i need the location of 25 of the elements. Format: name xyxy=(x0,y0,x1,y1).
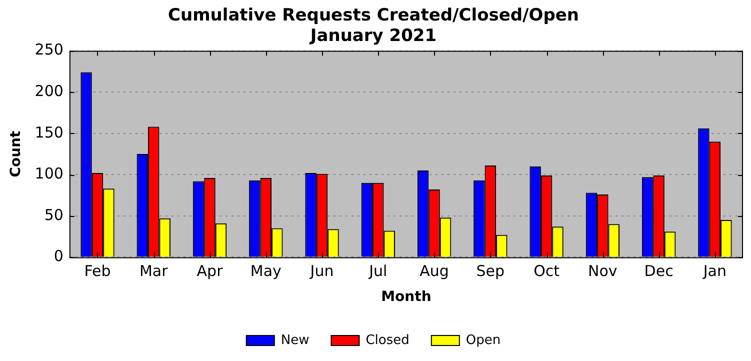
y-tick-label: 250 xyxy=(34,40,64,59)
legend-label: Open xyxy=(466,332,501,348)
y-tick-label: 150 xyxy=(34,123,64,142)
x-tick-label: Aug xyxy=(420,262,449,280)
x-tick-label: Sep xyxy=(476,262,505,280)
y-tick-label: 200 xyxy=(34,82,64,100)
legend-label: New xyxy=(280,332,310,348)
chart-title: Cumulative Requests Created/Closed/Open xyxy=(168,6,580,26)
x-tick-label: May xyxy=(250,262,282,280)
y-tick-label: 100 xyxy=(34,164,64,183)
y-tick-label: 0 xyxy=(54,247,64,266)
y-axis-title: Count xyxy=(8,130,24,178)
chart-subtitle: January 2021 xyxy=(309,26,437,46)
x-tick-label: Mar xyxy=(139,262,169,280)
y-tick-label: 50 xyxy=(44,206,64,224)
x-tick-label: Feb xyxy=(84,262,111,280)
x-tick-label: Apr xyxy=(196,262,224,280)
x-tick-label: Jul xyxy=(368,262,388,280)
x-axis-title: Month xyxy=(381,289,432,306)
x-tick-label: Dec xyxy=(644,262,674,280)
x-tick-label: Nov xyxy=(588,262,618,280)
x-tick-label: Jan xyxy=(702,262,726,280)
x-tick-label: Oct xyxy=(534,262,560,280)
x-tick-label: Jun xyxy=(309,262,334,280)
legend-label: Closed xyxy=(366,332,410,348)
